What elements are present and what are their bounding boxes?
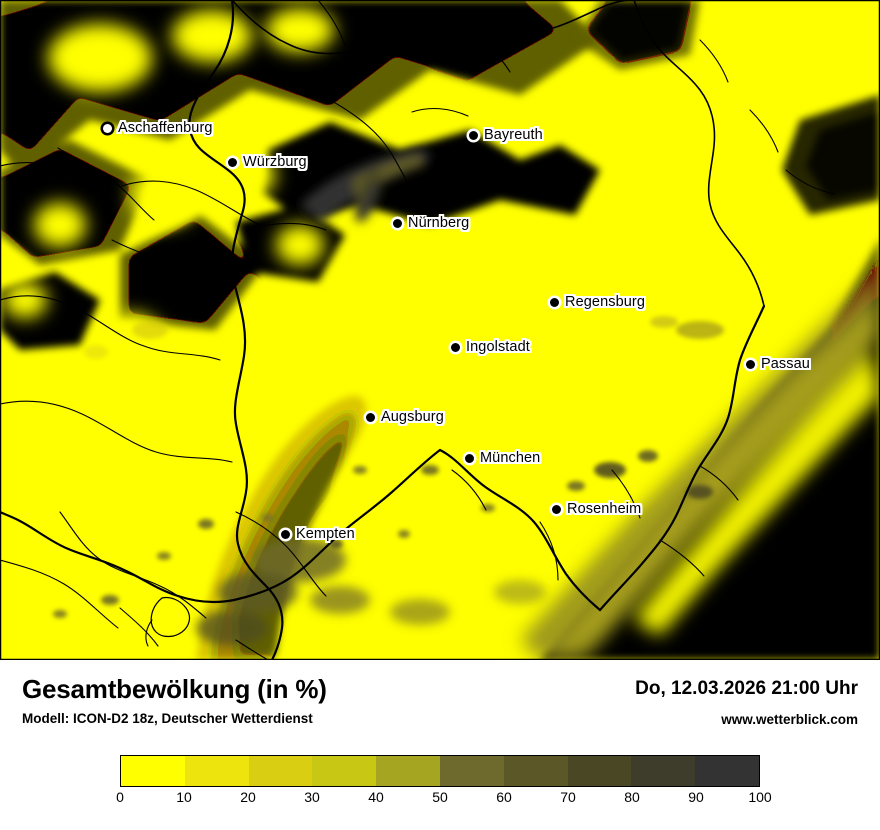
colorbar-tick-100: 100 (748, 789, 772, 805)
colorbar-swatch-40-50 (376, 756, 440, 786)
city-dot-icon (228, 157, 237, 167)
colorbar (120, 755, 760, 787)
city-marker[interactable]: Bayreuth (469, 127, 543, 143)
city-marker[interactable]: München (465, 450, 540, 466)
city-label: Würzburg (243, 154, 307, 170)
city-marker[interactable]: Aschaffenburg (103, 120, 213, 136)
city-dot-icon (451, 342, 460, 352)
city-marker[interactable]: Augsburg (366, 409, 444, 425)
city-dot-icon (552, 504, 561, 514)
colorbar-ticks: 0 10 20 30 40 50 60 70 80 90 100 (116, 789, 772, 815)
city-marker[interactable]: Nürnberg (393, 215, 469, 231)
colorbar-tick-40: 40 (368, 789, 384, 805)
colorbar-swatch-0-10 (121, 756, 185, 786)
city-dot-icon (465, 453, 474, 463)
website-credit: www.wetterblick.com (721, 712, 858, 727)
footer: Gesamtbewölkung (in %) Modell: ICON-D2 1… (0, 660, 880, 830)
colorbar-tick-90: 90 (688, 789, 704, 805)
city-marker[interactable]: Kempten (281, 526, 355, 542)
city-label: Aschaffenburg (118, 120, 213, 136)
map-raster (0, 0, 880, 660)
city-marker[interactable]: Regensburg (550, 294, 645, 310)
colorbar-swatch-90-100 (695, 756, 759, 786)
city-label: Rosenheim (567, 501, 642, 517)
model-subtitle: Modell: ICON-D2 18z, Deutscher Wetterdie… (22, 711, 313, 726)
city-label: Bayreuth (484, 127, 543, 143)
colorbar-swatch-20-30 (248, 756, 313, 786)
city-label: Passau (761, 356, 810, 372)
colorbar-tick-0: 0 (116, 789, 124, 805)
colorbar-tick-50: 50 (432, 789, 448, 805)
city-label: Regensburg (565, 294, 645, 310)
city-label: Kempten (296, 526, 355, 542)
colorbar-swatch-70-80 (567, 756, 632, 786)
page-title: Gesamtbewölkung (in %) (22, 674, 327, 704)
colorbar-tick-30: 30 (304, 789, 320, 805)
colorbar-swatch-80-90 (631, 756, 696, 786)
city-dot-icon (366, 412, 375, 422)
city-dot-icon (103, 123, 112, 133)
colorbar-swatch-50-60 (439, 756, 504, 786)
colorbar-swatch-60-70 (503, 756, 568, 786)
city-label: München (480, 450, 541, 466)
city-dot-icon (550, 297, 559, 307)
colorbar-tick-60: 60 (496, 789, 512, 805)
city-dot-icon (281, 529, 290, 539)
city-dot-icon (469, 130, 478, 140)
city-marker[interactable]: Würzburg (228, 154, 307, 170)
colorbar-swatch-30-40 (312, 756, 377, 786)
valid-datetime: Do, 12.03.2026 21:00 Uhr (635, 678, 858, 699)
colorbar-tick-10: 10 (176, 789, 192, 805)
city-label: Ingolstadt (466, 339, 530, 355)
city-marker[interactable]: Passau (746, 356, 810, 372)
colorbar-tick-20: 20 (240, 789, 256, 805)
colorbar-legend: 0 10 20 30 40 50 60 70 80 90 100 (0, 755, 880, 825)
city-label: Nürnberg (408, 215, 470, 231)
city-marker[interactable]: Ingolstadt (451, 339, 530, 355)
city-dot-icon (393, 218, 402, 228)
colorbar-tick-70: 70 (560, 789, 576, 805)
cloud-cover-map[interactable]: Aschaffenburg Würzburg Bayreuth Nürnberg… (0, 0, 880, 660)
colorbar-swatch-10-20 (184, 756, 249, 786)
city-marker[interactable]: Rosenheim (552, 501, 641, 517)
city-label: Augsburg (381, 409, 444, 425)
city-dot-icon (746, 359, 755, 369)
colorbar-tick-80: 80 (624, 789, 640, 805)
